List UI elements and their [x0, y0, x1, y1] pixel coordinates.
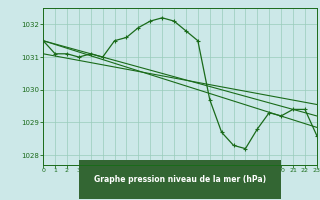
- X-axis label: Graphe pression niveau de la mer (hPa): Graphe pression niveau de la mer (hPa): [94, 175, 266, 184]
